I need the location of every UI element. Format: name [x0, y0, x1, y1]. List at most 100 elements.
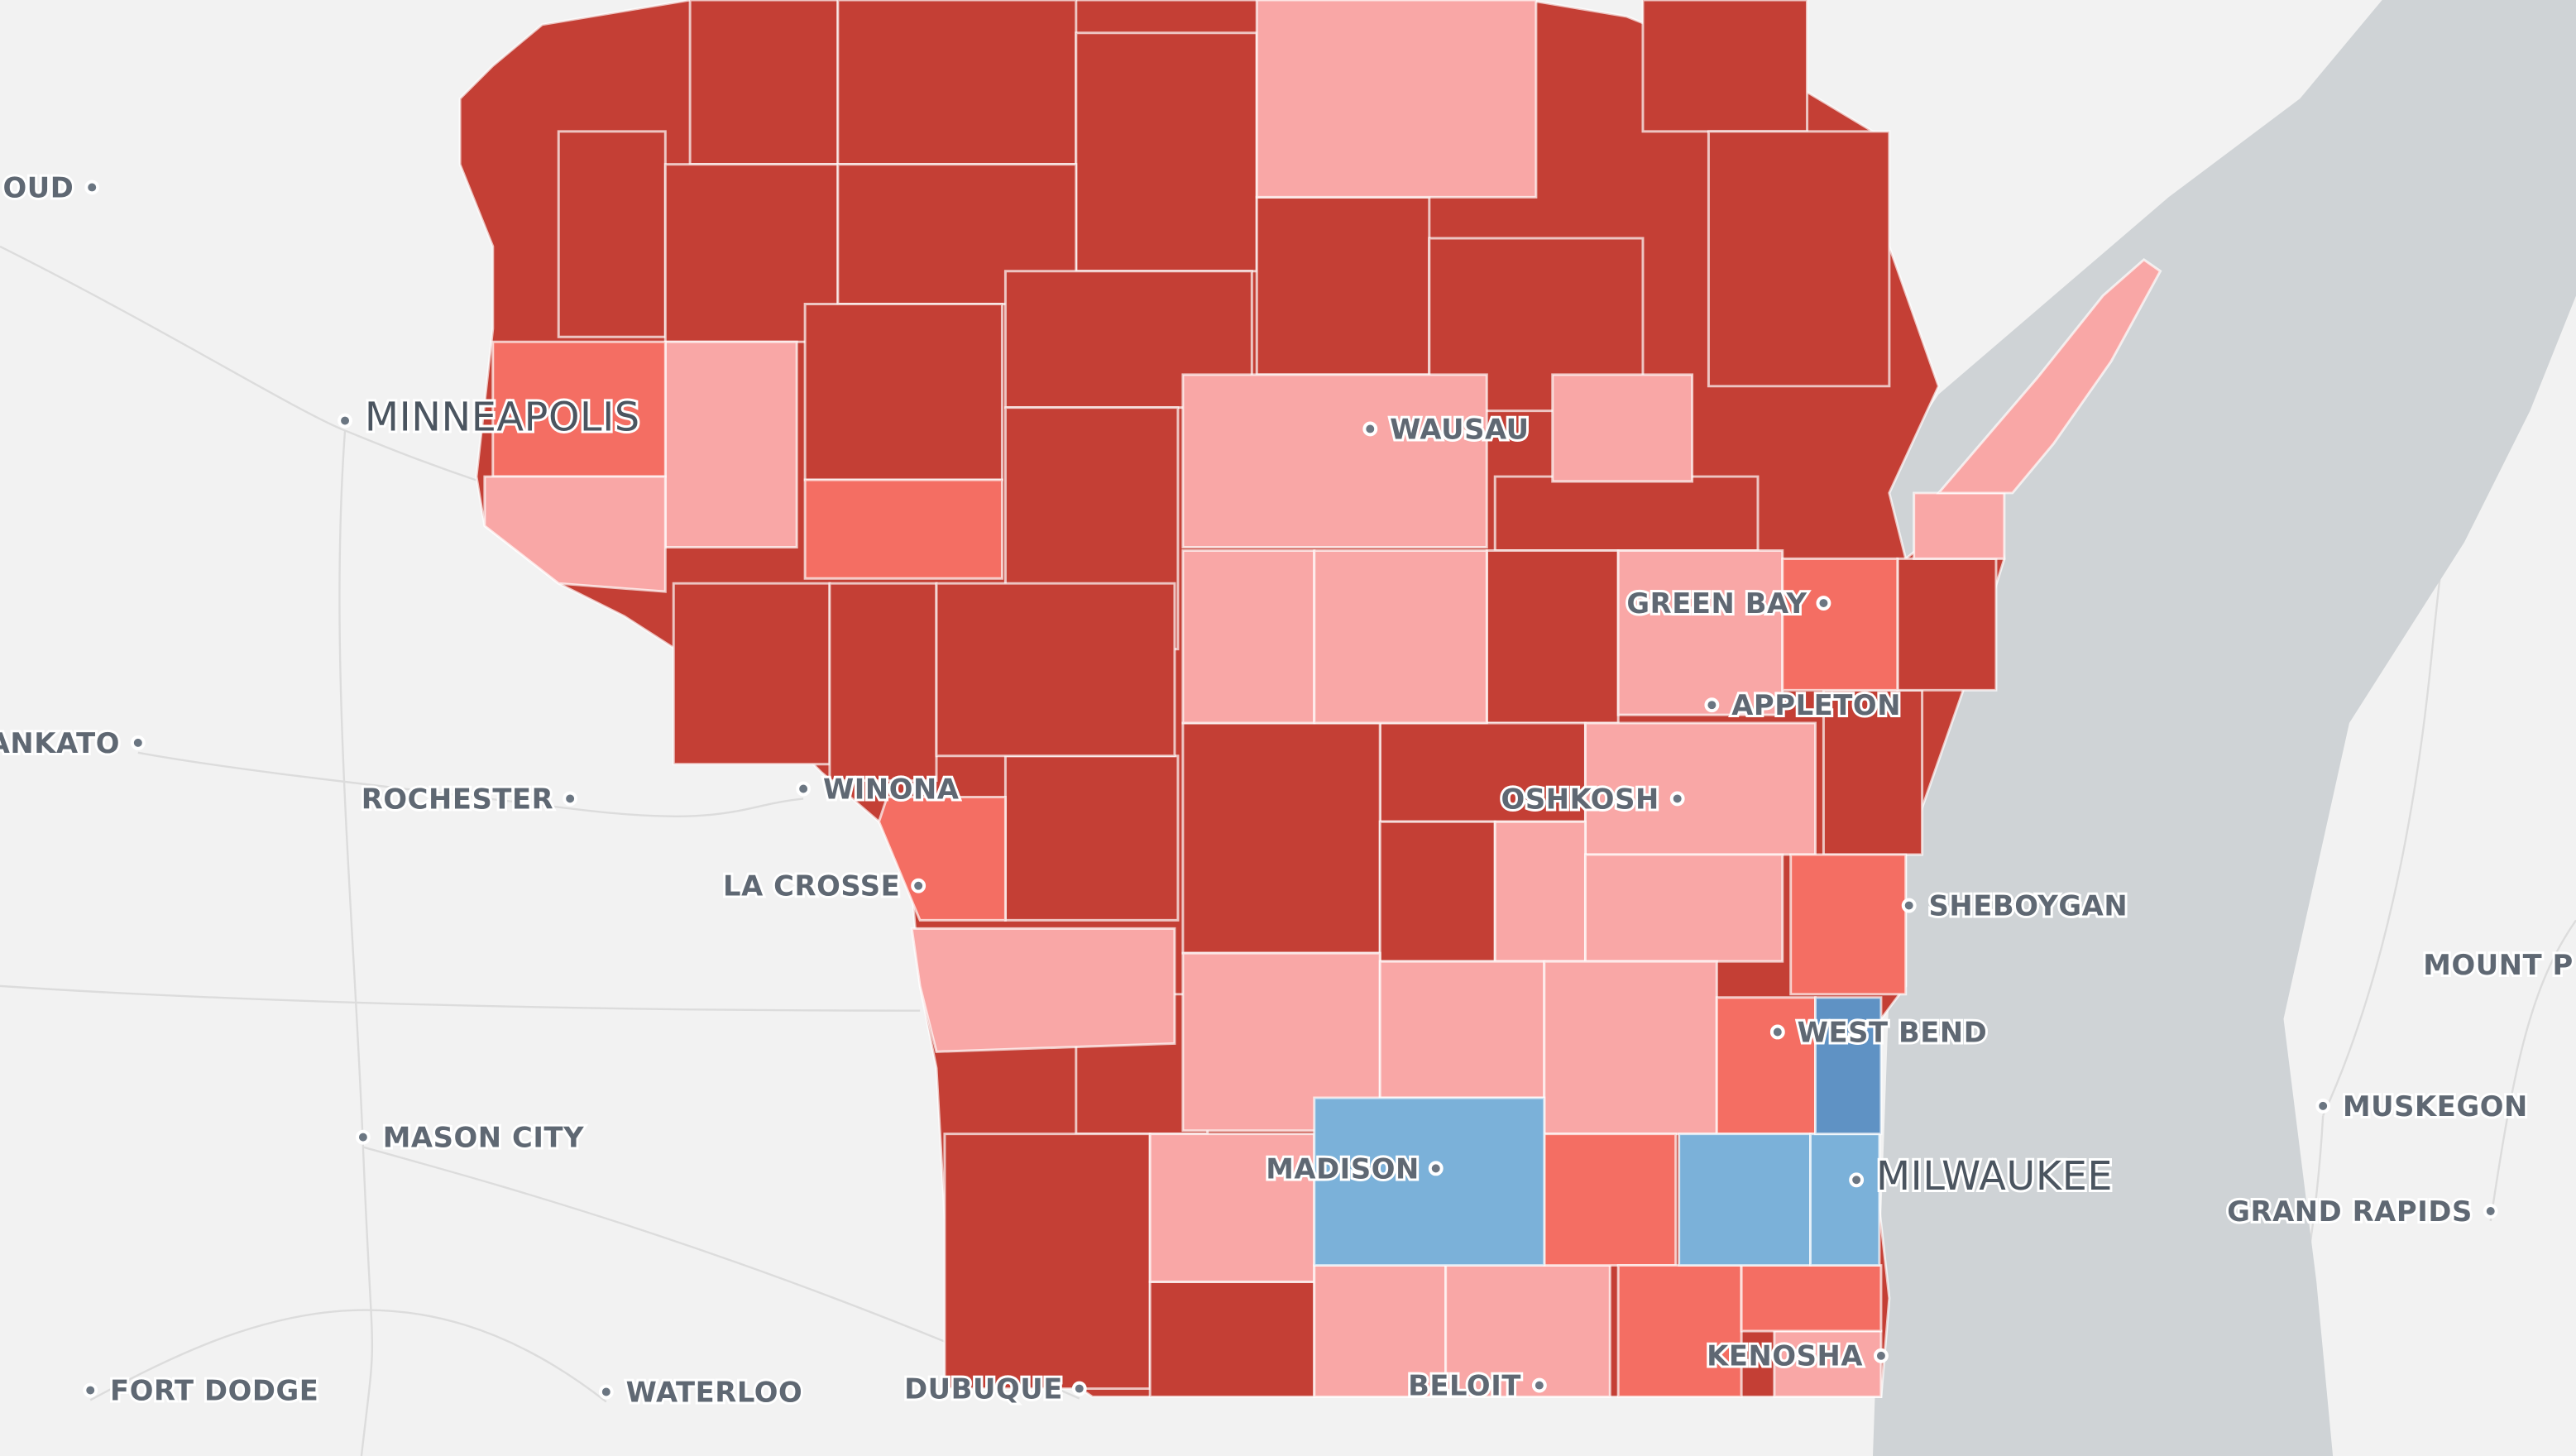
wisconsin-counties	[458, 0, 2162, 1398]
city-label: MINNEAPOLIS	[365, 395, 640, 440]
city-dot-icon	[1901, 898, 1917, 913]
city-label: MADISON	[1266, 1152, 1420, 1185]
county-dark-red[interactable]	[828, 582, 938, 783]
county-light-red[interactable]	[1255, 0, 1538, 199]
county-light-red[interactable]	[1181, 373, 1488, 548]
county-dark-red[interactable]	[1181, 721, 1381, 955]
city-dot-icon	[1704, 697, 1720, 713]
road	[0, 984, 921, 1012]
city-dot-icon	[1362, 421, 1378, 437]
county-light-red[interactable]	[1378, 960, 1546, 1099]
road	[2489, 919, 2576, 1222]
county-light-blue[interactable]	[1313, 1096, 1546, 1267]
road	[89, 1309, 607, 1403]
city-label: APPLETON	[1731, 689, 1901, 721]
city-label: MILWAUKEE	[1876, 1154, 2113, 1200]
county-dark-red[interactable]	[836, 0, 1078, 166]
city-dot-icon	[84, 180, 100, 195]
county-light-red[interactable]	[1583, 853, 1784, 963]
county-dark-red[interactable]	[1707, 130, 1891, 388]
city-label: SHEBOYGAN	[1929, 889, 2128, 922]
city-dot-icon	[1669, 791, 1685, 807]
city-label: OUD	[2, 171, 74, 204]
county-dark-red[interactable]	[1378, 820, 1496, 963]
city-label: FORT DODGE	[110, 1374, 318, 1406]
county-medium-red[interactable]	[1740, 1264, 1883, 1333]
county-medium-red[interactable]	[1781, 557, 1899, 692]
city-dot-icon	[1531, 1377, 1547, 1393]
city-dot-icon	[1873, 1348, 1889, 1363]
city-label: MASON CITY	[383, 1122, 584, 1154]
county-medium-red[interactable]	[803, 478, 1003, 580]
county-light-red[interactable]	[910, 927, 1176, 1053]
city-dot-icon	[563, 791, 578, 807]
city-labels: OUD MINNEAPOLIS WAUSAU GREEN BAY APPLETON ANK…	[0, 169, 2575, 1410]
city-dot-icon	[598, 1384, 614, 1400]
county-light-red[interactable]	[663, 340, 798, 548]
county-dark-red[interactable]	[1896, 557, 1998, 692]
city-label: WINONA	[823, 773, 960, 805]
county-dark-red[interactable]	[1641, 0, 1809, 133]
city-label: OSHKOSH	[1501, 783, 1659, 815]
city-label: DUBUQUE	[904, 1372, 1063, 1405]
county-light-red[interactable]	[1913, 491, 2006, 560]
city-label: GRAND RAPIDS	[2227, 1195, 2473, 1228]
city-label: WEST BEND	[1798, 1016, 1988, 1048]
county-light-red[interactable]	[1181, 548, 1316, 725]
county-dark-red[interactable]	[1003, 754, 1180, 922]
city-dot-icon	[338, 413, 352, 429]
county-dark-red[interactable]	[1148, 1280, 1316, 1398]
city-dot-icon	[83, 1382, 98, 1398]
county-light-red[interactable]	[1493, 820, 1587, 963]
city-dot-icon	[796, 781, 812, 797]
county-light-red[interactable]	[1313, 548, 1488, 725]
county-light-blue[interactable]	[1678, 1133, 1812, 1267]
city-label: GREEN BAY	[1626, 587, 1807, 620]
county-dark-red[interactable]	[1255, 195, 1431, 376]
city-label: KENOSHA	[1707, 1340, 1863, 1372]
county-dark-red[interactable]	[1493, 475, 1760, 552]
city-dot-icon	[911, 878, 926, 893]
city-label: MOUNT P	[2423, 949, 2574, 981]
county-dark-red[interactable]	[1075, 31, 1258, 273]
county-medium-red[interactable]	[1543, 1133, 1678, 1267]
county-light-red[interactable]	[483, 475, 667, 593]
city-dot-icon	[1428, 1161, 1444, 1176]
city-dot-icon	[1071, 1381, 1087, 1396]
city-dot-icon	[1849, 1172, 1865, 1188]
city-label: WATERLOO	[626, 1376, 803, 1408]
county-medium-red[interactable]	[1789, 853, 1908, 996]
county-dark-red[interactable]	[943, 1133, 1152, 1391]
lake-michigan	[1807, 0, 2576, 1456]
city-label: LA CROSSE	[723, 870, 900, 903]
city-label: ROCHESTER	[362, 783, 553, 815]
county-dark-blue[interactable]	[1814, 996, 1883, 1136]
county-light-red[interactable]	[1551, 373, 1694, 483]
road	[137, 751, 804, 817]
county-dark-red[interactable]	[557, 130, 667, 338]
city-label: WAUSAU	[1390, 413, 1530, 445]
city-label: MUSKEGON	[2343, 1090, 2528, 1123]
city-label: ANKATO	[0, 727, 120, 759]
county-medium-red[interactable]	[1616, 1264, 1743, 1398]
county-dark-red[interactable]	[688, 0, 840, 166]
city-dot-icon	[355, 1129, 371, 1145]
county-dark-red[interactable]	[1485, 548, 1620, 725]
road	[362, 1146, 1080, 1400]
city-label: BELOIT	[1408, 1369, 1521, 1401]
county-light-red[interactable]	[1543, 960, 1718, 1136]
county-dark-red[interactable]	[803, 303, 1003, 481]
city-dot-icon	[2483, 1204, 2498, 1219]
city-dot-icon	[2315, 1098, 2331, 1114]
county-light-red[interactable]	[1936, 257, 2162, 495]
county-dark-red[interactable]	[672, 582, 831, 766]
city-dot-icon	[130, 735, 146, 750]
county-dark-red[interactable]	[935, 582, 1176, 758]
road	[338, 430, 374, 1456]
county-light-blue[interactable]	[1809, 1133, 1881, 1267]
county-medium-red[interactable]	[877, 795, 1007, 922]
county-light-red[interactable]	[1616, 548, 1784, 716]
city-dot-icon	[1769, 1024, 1785, 1040]
city-dot-icon	[1816, 596, 1831, 611]
